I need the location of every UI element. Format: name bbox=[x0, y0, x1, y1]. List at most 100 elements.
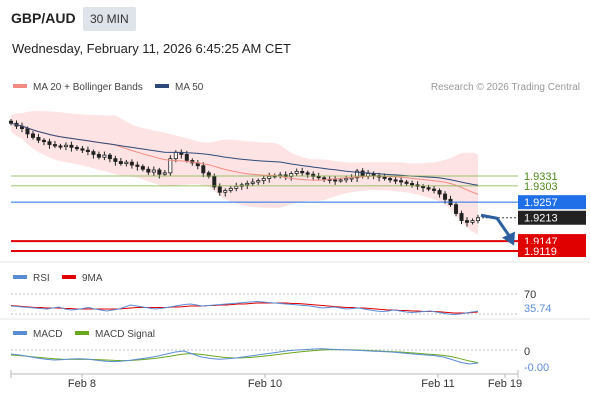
candle-body bbox=[124, 161, 129, 165]
candle-body bbox=[47, 141, 52, 145]
resistance-label: 1.9303 bbox=[524, 181, 558, 193]
support-label-box bbox=[518, 244, 586, 257]
rsi-ma-legend-label: 9MA bbox=[82, 273, 103, 284]
macd-signal-legend-label: MACD Signal bbox=[95, 329, 155, 340]
candle-body bbox=[360, 170, 365, 177]
candle-body bbox=[437, 190, 442, 195]
candle-body bbox=[58, 145, 63, 148]
last-price-label: 1.9213 bbox=[524, 213, 558, 225]
candle-body bbox=[459, 213, 464, 221]
candle-body bbox=[256, 180, 261, 183]
candle-body bbox=[234, 185, 239, 189]
candle-body bbox=[96, 154, 101, 158]
macd-last-value: -0.00 bbox=[524, 362, 549, 374]
candle-body bbox=[393, 179, 398, 182]
macd-panel bbox=[10, 348, 518, 365]
candle-body bbox=[52, 144, 57, 147]
candle-body bbox=[168, 158, 173, 174]
candle-body bbox=[80, 148, 85, 151]
bollinger-band bbox=[11, 110, 478, 235]
pair-title: GBP/AUD bbox=[11, 10, 76, 26]
timeframe-button[interactable]: 30 MIN bbox=[83, 7, 136, 31]
macd-signal-legend-swatch bbox=[75, 331, 89, 335]
candle-body bbox=[107, 154, 112, 160]
pivot-label-box bbox=[518, 195, 586, 210]
candle-body bbox=[399, 180, 404, 183]
rsi-level-label: 70 bbox=[524, 289, 536, 301]
forecast-arrow bbox=[480, 213, 511, 237]
candle-body bbox=[69, 144, 74, 148]
candle-body bbox=[30, 133, 35, 138]
ma20-legend-label: MA 20 + Bollinger Bands bbox=[33, 82, 143, 93]
candle-body bbox=[140, 166, 145, 170]
x-axis-tick-label: Feb 19 bbox=[488, 378, 522, 390]
candle-body bbox=[338, 179, 343, 182]
macd-level-label: 0 bbox=[524, 346, 530, 358]
candle-body bbox=[63, 144, 68, 148]
rsi-line bbox=[10, 300, 479, 316]
candle-body bbox=[404, 181, 409, 184]
candle-body bbox=[146, 168, 151, 173]
candle-body bbox=[465, 220, 470, 223]
candle-body bbox=[426, 187, 431, 190]
resistance-label: 1.9331 bbox=[524, 171, 558, 183]
candle-body bbox=[261, 178, 266, 181]
copyright-label: Research © 2026 Trading Central bbox=[431, 82, 580, 93]
candle-body bbox=[184, 154, 189, 161]
macd-signal-line bbox=[10, 349, 479, 364]
datetime-label: Wednesday, February 11, 2026 6:45:25 AM … bbox=[12, 41, 291, 56]
candle-body bbox=[217, 186, 222, 193]
x-axis-tick-label: Feb 8 bbox=[68, 378, 96, 390]
ma50-legend-swatch bbox=[155, 84, 169, 88]
candle-body bbox=[162, 172, 167, 175]
candle-body bbox=[322, 177, 327, 180]
forecast-arrow-head bbox=[502, 231, 515, 246]
candle-body bbox=[267, 175, 272, 179]
candle-body bbox=[454, 204, 459, 214]
candle-body bbox=[228, 187, 233, 191]
x-axis-labels: Feb 8 Feb 10 Feb 11 Feb 19 bbox=[68, 374, 522, 390]
rsi-panel bbox=[10, 293, 518, 316]
candle-body bbox=[74, 146, 79, 150]
candle-body bbox=[212, 175, 217, 188]
macd-legend-label: MACD bbox=[33, 329, 62, 340]
x-axis-tick-label: Feb 10 bbox=[248, 378, 282, 390]
pivot-label: 1.9257 bbox=[524, 197, 558, 209]
candle-body bbox=[25, 128, 30, 135]
candle-body bbox=[294, 171, 299, 174]
candle-body bbox=[382, 176, 387, 179]
candle-body bbox=[36, 137, 41, 141]
candle-body bbox=[91, 151, 96, 155]
candle-body bbox=[201, 165, 206, 174]
rsi-ma-legend-swatch bbox=[62, 275, 76, 279]
support-label: 1.9119 bbox=[524, 246, 557, 258]
candle-body bbox=[300, 171, 305, 174]
candle-body bbox=[344, 178, 349, 181]
support-label-box bbox=[518, 234, 586, 248]
last-price-box bbox=[518, 210, 586, 225]
macd-line bbox=[10, 348, 479, 365]
candle-body bbox=[421, 185, 426, 189]
ma50-line bbox=[10, 122, 479, 186]
candle-body bbox=[157, 169, 162, 175]
candle-body bbox=[443, 193, 448, 200]
candle-body bbox=[41, 139, 46, 143]
candle-body bbox=[102, 154, 107, 158]
candle-body bbox=[118, 161, 123, 165]
candle-body bbox=[129, 161, 134, 166]
ma20-legend-swatch bbox=[13, 84, 27, 88]
candle-body bbox=[135, 164, 140, 167]
rsi-ma-line bbox=[10, 302, 479, 314]
rsi-legend-swatch bbox=[13, 275, 27, 279]
candle-body bbox=[410, 183, 415, 186]
rsi-legend-label: RSI bbox=[33, 273, 50, 284]
candle-body bbox=[151, 169, 156, 173]
ma50-legend-label: MA 50 bbox=[175, 82, 204, 93]
rsi-last-value: 35.74 bbox=[524, 303, 552, 315]
macd-legend-swatch bbox=[13, 331, 27, 335]
candle-body bbox=[113, 158, 118, 162]
candle-body bbox=[388, 178, 393, 181]
candle-body bbox=[223, 190, 228, 193]
